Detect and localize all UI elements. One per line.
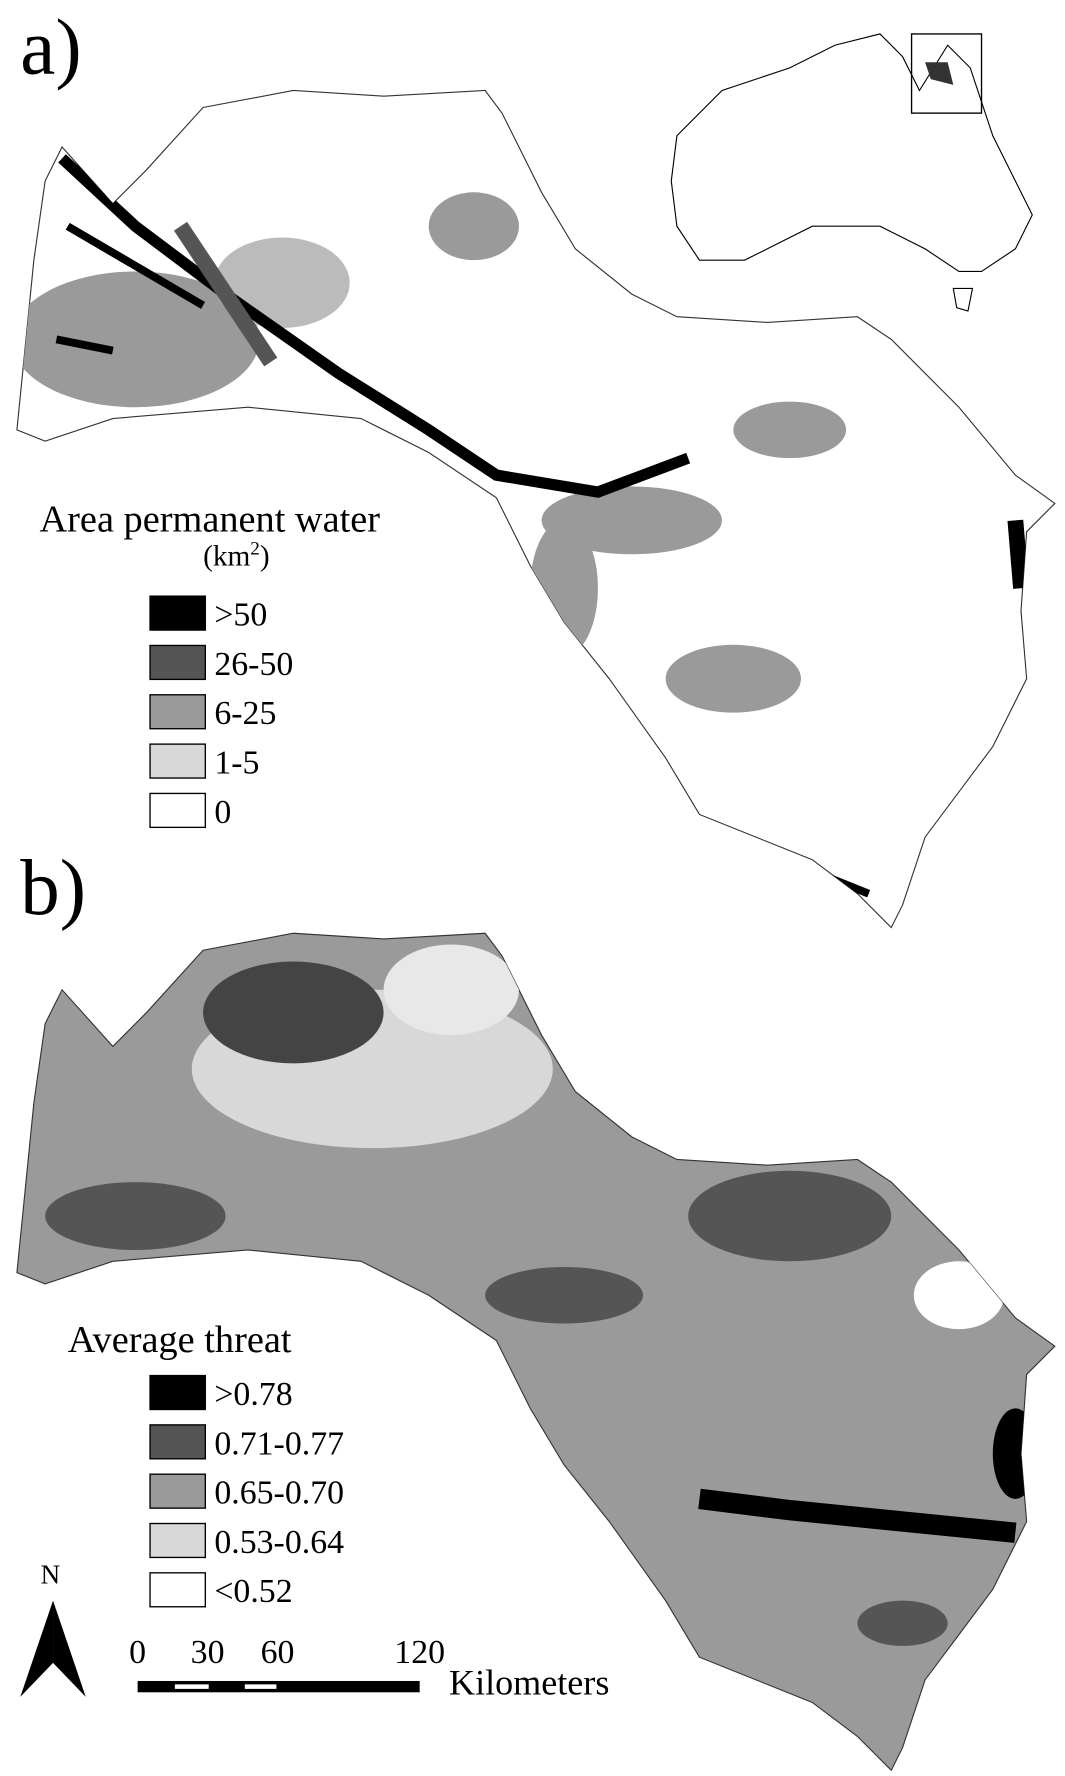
legend-swatch xyxy=(149,1473,207,1509)
inset-australia xyxy=(670,33,1033,312)
legend-swatch xyxy=(149,1572,207,1608)
unit-base: (km xyxy=(203,541,250,573)
legend-label: 0.53-0.64 xyxy=(214,1524,344,1561)
scale-tick: 120 xyxy=(394,1634,445,1671)
legend-swatch xyxy=(149,595,207,631)
legend-label: 0.71-0.77 xyxy=(214,1425,344,1462)
scale-tick: 30 xyxy=(191,1634,225,1671)
legend-swatch xyxy=(149,1374,207,1411)
legend-label: 0 xyxy=(214,794,231,831)
unit-exponent: 2 xyxy=(250,538,260,559)
legend-swatch xyxy=(149,1424,207,1460)
panel-label: b) xyxy=(20,845,86,932)
legend-title: Average threat xyxy=(68,1319,292,1361)
north-arrow: N xyxy=(20,1560,86,1697)
legend-swatch xyxy=(149,694,207,730)
unit-close: ) xyxy=(260,541,270,573)
map-b xyxy=(16,932,1056,1771)
legend-swatch xyxy=(149,644,207,681)
legend-title: Area permanent water xyxy=(39,499,380,541)
legend-label: >50 xyxy=(214,597,267,634)
legend-label: >0.78 xyxy=(214,1376,292,1413)
panel-label: a) xyxy=(20,4,81,91)
scale-tick: 60 xyxy=(261,1634,295,1671)
legend-label: 0.65-0.70 xyxy=(214,1475,344,1512)
legend-unit: (km2) xyxy=(203,538,270,572)
legend-label: <0.52 xyxy=(214,1573,292,1610)
scale-bar xyxy=(137,1680,420,1693)
legend-swatch xyxy=(149,792,207,829)
legend-swatch xyxy=(149,743,207,779)
legend-label: 1-5 xyxy=(214,744,259,781)
legend-swatch xyxy=(149,1522,207,1559)
legend-label: 6-25 xyxy=(214,695,276,732)
scale-unit: Kilometers xyxy=(449,1663,609,1703)
scale-tick: 0 xyxy=(129,1634,146,1671)
north-label: N xyxy=(41,1560,61,1590)
legend-label: 26-50 xyxy=(214,646,293,683)
